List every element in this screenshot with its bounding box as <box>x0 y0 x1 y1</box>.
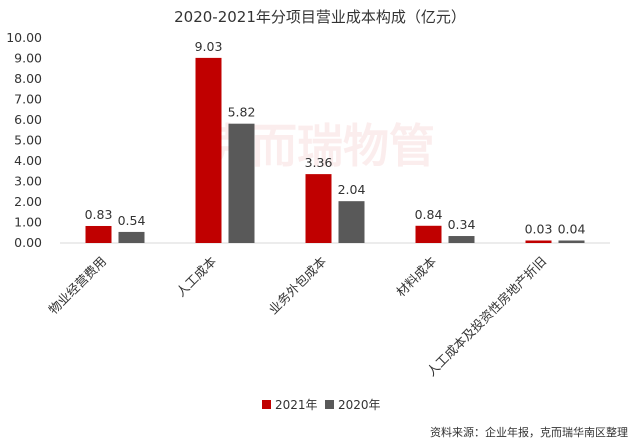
x-category-label: 人工成本及投资性房地产折旧 <box>424 254 550 380</box>
data-label: 0.03 <box>525 222 553 237</box>
data-label: 5.82 <box>228 105 256 120</box>
bar-series: 0.83 0.54 9.03 5.82 3.36 2.04 0.84 0.34 0.03 0.04 <box>85 39 586 244</box>
legend-swatch <box>262 400 271 409</box>
legend-label: 2020年 <box>338 398 381 412</box>
bar-2021 <box>305 174 332 243</box>
data-label: 0.04 <box>558 222 586 237</box>
y-tick-label: 9.00 <box>14 51 42 66</box>
y-axis: 0.00 1.00 2.00 3.00 4.00 5.00 6.00 7.00 8.00 9.00… <box>6 30 42 250</box>
bar-2021 <box>195 57 222 244</box>
y-tick-label: 4.00 <box>14 153 42 168</box>
source-note: 资料来源：企业年报，克而瑞华南区整理 <box>430 425 628 439</box>
bar-2020 <box>338 201 365 243</box>
bar-2021 <box>85 225 112 243</box>
y-tick-label: 5.00 <box>14 133 42 148</box>
y-tick-label: 10.00 <box>6 30 42 45</box>
y-tick-label: 3.00 <box>14 174 42 189</box>
y-tick-label: 7.00 <box>14 92 42 107</box>
bar-2021 <box>525 240 552 243</box>
bar-2020 <box>558 240 585 243</box>
y-tick-label: 2.00 <box>14 194 42 209</box>
bar-2021 <box>415 225 442 243</box>
data-label: 0.83 <box>85 207 113 222</box>
data-label: 0.34 <box>448 217 476 232</box>
data-label: 2.04 <box>338 182 366 197</box>
bar-2020 <box>228 123 255 243</box>
x-category-label: 材料成本 <box>393 253 439 299</box>
data-label: 0.84 <box>415 207 443 222</box>
chart-title: 2020-2021年分项目营业成本构成（亿元） <box>174 8 466 26</box>
bar-2020 <box>448 236 475 243</box>
legend: 2021年 2020年 <box>262 398 381 412</box>
y-tick-label: 6.00 <box>14 112 42 127</box>
data-label: 3.36 <box>305 155 333 170</box>
legend-swatch <box>325 400 334 409</box>
x-category-label: 人工成本 <box>173 253 219 299</box>
bar-2020 <box>118 231 145 243</box>
x-category-label: 物业经营费用 <box>45 254 109 318</box>
y-tick-label: 1.00 <box>14 215 42 230</box>
y-tick-label: 0.00 <box>14 235 42 250</box>
x-category-label: 业务外包成本 <box>265 253 329 317</box>
legend-label: 2021年 <box>275 398 318 412</box>
data-label: 0.54 <box>118 213 146 228</box>
y-tick-label: 8.00 <box>14 71 42 86</box>
data-label: 9.03 <box>195 39 223 54</box>
